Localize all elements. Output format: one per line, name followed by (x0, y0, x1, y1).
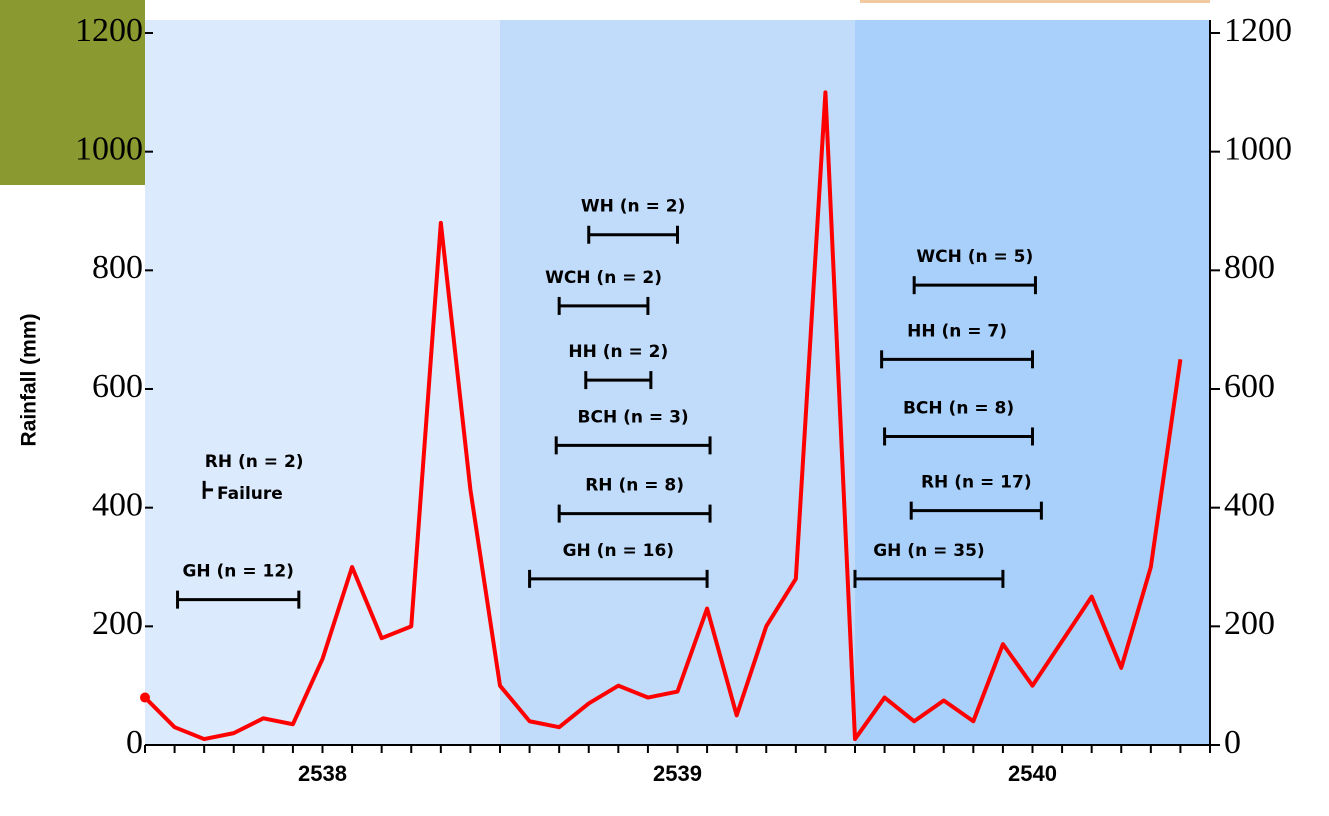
y2-tick-label: 400 (1224, 486, 1275, 523)
y2-tick-label: 0 (1224, 724, 1241, 761)
range-label: GH (n = 35) (873, 541, 984, 561)
range-label: HH (n = 7) (907, 321, 1007, 341)
range-label: BCH (n = 8) (903, 398, 1014, 418)
y2-tick-label: 1000 (1224, 130, 1292, 167)
range-label: RH (n = 2) (205, 452, 304, 472)
range-label: BCH (n = 3) (578, 407, 689, 427)
y-tick-label: 800 (92, 249, 143, 286)
range-label: GH (n = 12) (182, 562, 293, 582)
decoration (860, 0, 1210, 3)
range-label: WCH (n = 5) (916, 247, 1033, 267)
range-label: RH (n = 17) (921, 473, 1032, 493)
line-start-dot (140, 693, 150, 703)
y2-tick-label: 200 (1224, 605, 1275, 642)
period-band (145, 20, 500, 745)
y2-tick-label: 800 (1224, 249, 1275, 286)
range-label: WCH (n = 2) (545, 268, 662, 288)
y-tick-label: 400 (92, 486, 143, 523)
range-label: WH (n = 2) (581, 197, 685, 217)
y-axis-label: Rainfall (mm) (18, 313, 41, 446)
range-label: GH (n = 16) (563, 541, 674, 561)
range-label: RH (n = 8) (585, 476, 684, 496)
x-group-label: 2540 (1008, 761, 1057, 786)
y-tick-label: 0 (126, 724, 143, 761)
y2-tick-label: 1200 (1224, 12, 1292, 49)
range-label: HH (n = 2) (568, 342, 668, 362)
period-band (855, 20, 1210, 745)
y-tick-label: 200 (92, 605, 143, 642)
y-tick-label: 600 (92, 368, 143, 405)
chart: Rainfall (mm) 2538 2539 2540 0 200 400 600 800 1… (0, 0, 1329, 816)
x-group-label: 2539 (653, 761, 702, 786)
y-tick-label: 1200 (75, 12, 143, 49)
period-band (500, 20, 855, 745)
y2-tick-label: 600 (1224, 368, 1275, 405)
range-note: Failure (217, 484, 283, 504)
y-tick-label: 1000 (75, 130, 143, 167)
x-group-label: 2538 (298, 761, 347, 786)
